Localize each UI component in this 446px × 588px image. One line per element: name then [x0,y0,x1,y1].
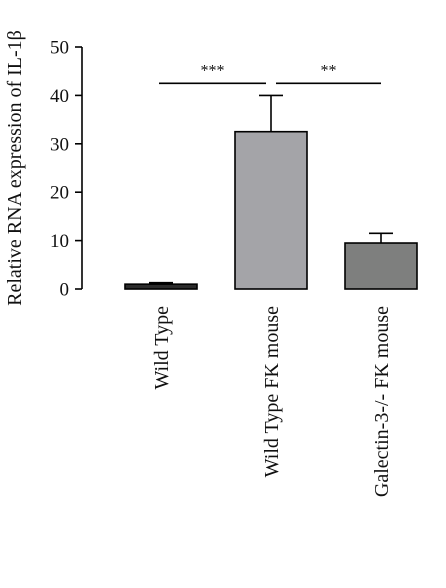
y-ticks: 0 10 20 30 40 50 [50,38,82,301]
y-tick-label: 40 [50,86,69,107]
y-tick-label: 0 [60,280,70,301]
error-bars [149,94,393,285]
significance-annotations: *** ** [159,62,381,85]
bar-2 [234,130,308,290]
category-label: Wild Type FK mouse [261,306,283,477]
y-tick-label: 20 [50,183,69,204]
y-tick-label: 30 [50,134,69,155]
category-labels: Wild Type Wild Type FK mouse Galectin-3-/-… [151,306,393,497]
y-tick-label: 10 [50,231,69,252]
significance-label: *** [201,62,225,79]
bar-1 [124,283,198,290]
y-tick-label: 50 [50,38,69,59]
category-label: Wild Type [151,306,173,390]
y-axis-label: Relative RNA expression of IL-1β [4,30,26,306]
significance-label: ** [321,62,337,79]
bars [124,130,418,290]
bar-3 [344,242,418,290]
category-label: Galectin-3-/- FK mouse [371,306,393,497]
y-axis: 0 10 20 30 40 50 [50,38,83,301]
